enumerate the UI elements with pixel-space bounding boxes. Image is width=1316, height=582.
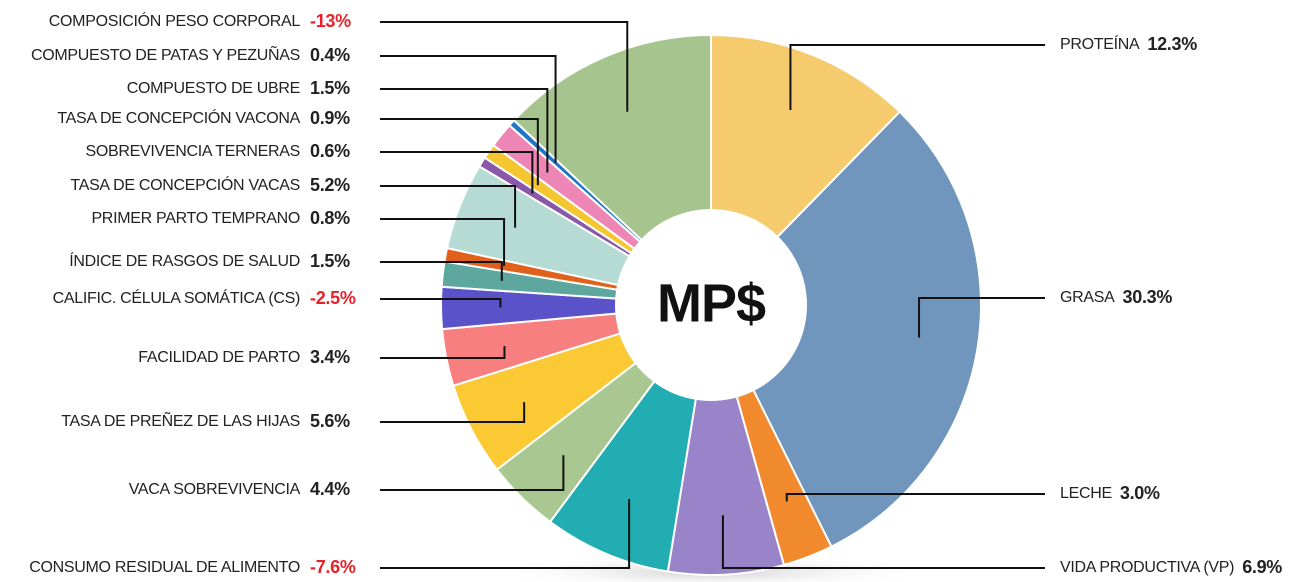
value-label: 3.0%: [1120, 483, 1160, 503]
value-label: 5.6%: [310, 411, 350, 431]
value-label: 0.8%: [310, 208, 350, 228]
leader-line: [380, 261, 503, 281]
slice-label: CONSUMO RESIDUAL DE ALIMENTO: [29, 559, 300, 576]
value-label: 12.3%: [1147, 34, 1197, 54]
leader-line: [380, 21, 629, 112]
leader-line: [721, 515, 1045, 569]
value-label: 0.6%: [310, 141, 350, 161]
leader-line: [789, 44, 1045, 110]
leader-line: [380, 88, 549, 173]
slice: [666, 304, 786, 576]
leader-line: [380, 218, 506, 266]
value-label: 4.4%: [310, 479, 350, 499]
slice: [709, 110, 982, 549]
slice-label: CALIFIC. CÉLULA SOMÁTICA (CS): [53, 288, 300, 307]
leader-line: [380, 402, 526, 423]
slice-label: SOBREVIVENCIA TERNERAS: [85, 143, 300, 160]
leader-line: [380, 455, 565, 491]
leader-line: [380, 151, 534, 194]
leader-line: [380, 118, 539, 186]
value-label: -7.6%: [310, 557, 356, 577]
slice-label: COMPUESTO DE UBRE: [127, 80, 300, 97]
value-label: -13%: [310, 11, 351, 31]
center-label: MP$: [657, 273, 766, 333]
slice-label: VACA SOBREVIVENCIA: [129, 481, 301, 498]
leader-line: [918, 297, 1045, 338]
slice-label: LECHE: [1060, 485, 1112, 502]
slice-label: TASA DE PREÑEZ DE LAS HIJAS: [61, 410, 300, 430]
leader-line: [380, 185, 517, 228]
value-label: 1.5%: [310, 78, 350, 98]
slice-label: COMPOSICIÓN PESO CORPORAL: [49, 11, 301, 30]
value-label: 5.2%: [310, 175, 350, 195]
value-label: 6.9%: [1242, 557, 1282, 577]
slice-label: PROTEÍNA: [1060, 34, 1140, 53]
slice-label: TASA DE CONCEPCIÓN VACAS: [70, 175, 300, 194]
value-label: 3.4%: [310, 347, 350, 367]
value-label: -2.5%: [310, 288, 356, 308]
slice-label: FACILIDAD DE PARTO: [138, 349, 300, 366]
donut-hole: [615, 209, 807, 401]
slice-label: PRIMER PARTO TEMPRANO: [91, 210, 300, 227]
leader-line: [785, 493, 1045, 502]
slice-label: TASA DE CONCEPCIÓN VACONA: [57, 108, 300, 127]
value-label: 0.4%: [310, 45, 350, 65]
slice-label: COMPUESTO DE PATAS Y PEZUÑAS: [31, 44, 300, 64]
leader-line: [380, 55, 557, 163]
slice-label: GRASA: [1060, 289, 1115, 306]
leader-line: [380, 346, 506, 359]
leader-line: [380, 499, 631, 569]
slice-label: ÍNDICE DE RASGOS DE SALUD: [69, 251, 300, 270]
leader-line: [380, 298, 502, 308]
value-label: 1.5%: [310, 251, 350, 271]
slice-label: VIDA PRODUCTIVA (VP): [1060, 559, 1234, 576]
value-label: 30.3%: [1123, 287, 1173, 307]
value-label: 0.9%: [310, 108, 350, 128]
